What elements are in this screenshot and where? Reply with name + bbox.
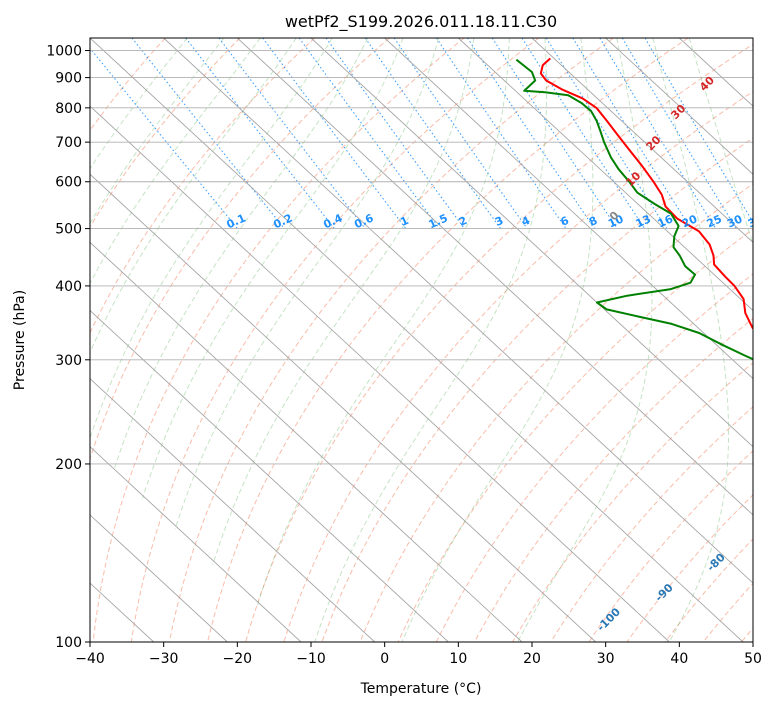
mixing-ratio-label: 20 (680, 212, 700, 230)
dry-adiabat (130, 38, 540, 642)
mixing-ratio-line (262, 38, 407, 229)
dry-adiabat (283, 90, 753, 642)
dry-adiabat (90, 38, 390, 461)
isotherm (310, 38, 753, 448)
dry-adiabat (512, 362, 753, 642)
dewpoint-line (515, 58, 753, 361)
x-axis: −40 −30 −20 −10 0 10 20 30 40 50 (75, 642, 762, 667)
x-tick-label: −10 (296, 651, 326, 667)
mixing-ratio-line (218, 38, 366, 229)
moist-adiabat (256, 38, 510, 607)
mixing-ratio-label: 36 (746, 212, 766, 230)
mixing-ratio-line (298, 38, 441, 229)
isotherm (163, 38, 753, 584)
x-tick-label: −30 (149, 651, 179, 667)
y-axis: 100 200 300 400 500 600 700 800 900 1000 (46, 44, 90, 651)
mixing-ratio-line (521, 38, 646, 229)
x-tick-label: 20 (523, 651, 541, 667)
x-axis-label: Temperature (°C) (360, 681, 482, 697)
isotherm (90, 446, 302, 642)
y-tick-label: 300 (55, 353, 82, 369)
y-tick-label: 100 (55, 635, 82, 651)
temperature-line (539, 57, 753, 330)
y-tick-label: 400 (55, 279, 82, 295)
mixing-ratio-line (599, 38, 717, 229)
dry-adiabat-label: -70 (755, 518, 775, 541)
y-tick-label: 200 (55, 457, 82, 473)
dry-adiabat (245, 43, 753, 642)
y-tick-label: 700 (55, 135, 82, 151)
isotherm (90, 173, 597, 642)
mixing-ratio-line (90, 47, 239, 229)
series-lines (515, 57, 753, 361)
mixing-ratio-label: 10 (606, 212, 626, 230)
dry-adiabat (207, 38, 689, 642)
dry-adiabat (92, 38, 465, 642)
dry-adiabat (435, 273, 753, 642)
grid-lines (0, 38, 753, 642)
dry-adiabat (664, 538, 753, 642)
dry-adiabat (550, 406, 753, 642)
moist-adiabat (113, 38, 369, 471)
plot-frame (89, 37, 754, 643)
moist-adiabat (90, 38, 188, 170)
isotherm (237, 38, 753, 516)
isotherm (605, 38, 753, 175)
isotherm (90, 38, 744, 642)
isotherm (90, 105, 670, 642)
isotherm (531, 38, 753, 244)
y-tick-label: 600 (55, 175, 82, 191)
moist-adiabat (652, 38, 730, 642)
moist-adiabat (90, 38, 297, 354)
mixing-ratio-line (467, 38, 596, 229)
x-tick-label: 30 (597, 651, 615, 667)
y-tick-label: 500 (55, 222, 82, 238)
isotherm (90, 378, 376, 642)
moist-adiabat (688, 38, 753, 247)
moist-adiabat (142, 38, 404, 499)
mixing-ratio-label: 30 (725, 212, 745, 230)
x-tick-label: 0 (380, 651, 389, 667)
isotherm (90, 514, 228, 642)
x-tick-label: 50 (744, 651, 762, 667)
y-tick-label: 1000 (46, 44, 82, 60)
y-axis-label: Pressure (hPa) (12, 290, 28, 390)
x-tick-label: 10 (449, 651, 467, 667)
moist-adiabat (212, 38, 475, 566)
mixing-ratio-label: 16 (656, 212, 676, 230)
mixing-ratio-line (572, 38, 692, 229)
moist-adiabat (90, 38, 261, 285)
x-tick-label: −20 (223, 651, 253, 667)
moist-adiabat (90, 38, 225, 225)
isotherm (752, 38, 753, 39)
x-tick-label: −40 (75, 651, 105, 667)
mixing-ratio-label: 13 (634, 212, 653, 230)
mixing-ratio-line (325, 38, 465, 229)
dry-adiabat (168, 38, 614, 642)
mixing-ratio-line (435, 38, 567, 229)
moist-adiabat (90, 38, 333, 440)
isotherm (90, 309, 449, 642)
isotherm (0, 38, 6, 642)
dry-adiabat (397, 228, 753, 642)
mixing-ratio-label: 25 (705, 212, 724, 230)
mixing-ratio-line (364, 38, 502, 229)
dry-adiabat (474, 317, 753, 642)
isotherm (90, 241, 523, 642)
x-tick-label: 40 (670, 651, 688, 667)
y-tick-label: 800 (55, 101, 82, 117)
y-tick-label: 900 (55, 71, 82, 87)
isotherm (458, 38, 753, 312)
plot-background (90, 38, 753, 642)
dry-adiabat (90, 38, 316, 334)
chart-title: wetPf2_S199.2026.011.18.11.C30 (285, 12, 557, 32)
